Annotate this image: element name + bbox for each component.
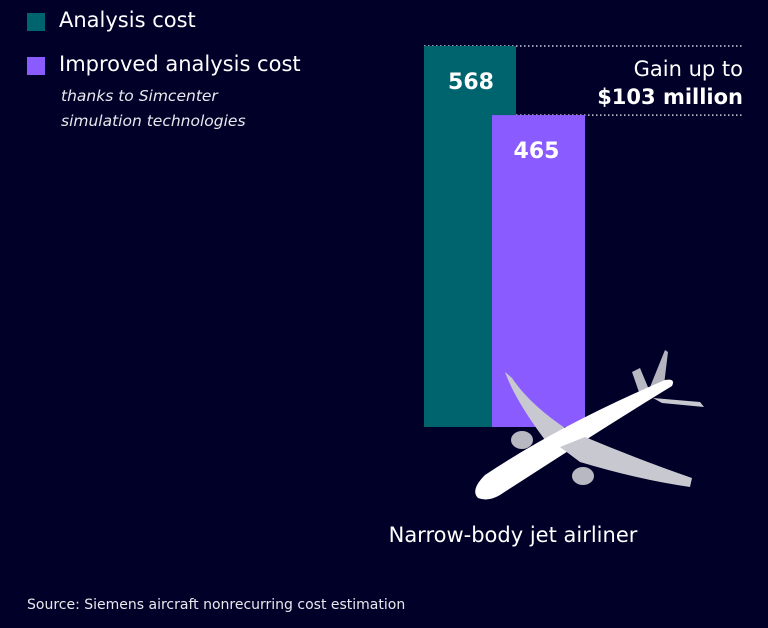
data-label-improved: 465	[514, 139, 560, 164]
legend-label-improved: Improved analysis cost	[59, 52, 301, 76]
source-note: Source: Siemens aircraft nonrecurring co…	[27, 597, 406, 613]
legend-swatch-analysis	[27, 13, 45, 31]
data-label-analysis: 568	[448, 70, 494, 95]
legend-note: thanks to Simcenter simulation technolog…	[61, 87, 246, 130]
legend-label-analysis: Analysis cost	[59, 8, 196, 32]
category-label: Narrow-body jet airliner	[389, 523, 638, 547]
annotation-line1: Gain up to	[634, 57, 743, 81]
legend-swatch-improved	[27, 57, 45, 75]
annotation-line2: $103 million	[597, 85, 743, 109]
airplane-icon	[475, 350, 704, 500]
